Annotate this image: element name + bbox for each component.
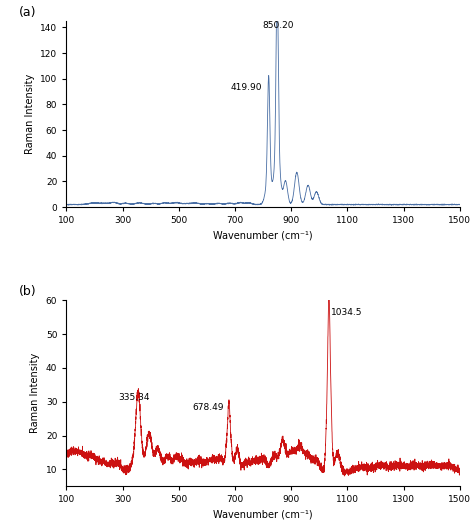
Y-axis label: Raman Intensity: Raman Intensity — [30, 353, 40, 434]
X-axis label: Wavenumber (cm⁻¹): Wavenumber (cm⁻¹) — [213, 510, 313, 520]
Text: 419.90: 419.90 — [230, 83, 262, 92]
Y-axis label: Raman Intensity: Raman Intensity — [25, 74, 35, 154]
Text: 335.34: 335.34 — [118, 393, 150, 402]
Text: (b): (b) — [19, 286, 37, 298]
Text: 850.20: 850.20 — [263, 21, 294, 30]
Text: 1034.5: 1034.5 — [331, 308, 363, 317]
Text: (a): (a) — [19, 6, 36, 19]
Text: 678.49: 678.49 — [192, 403, 224, 412]
X-axis label: Wavenumber (cm⁻¹): Wavenumber (cm⁻¹) — [213, 231, 313, 241]
